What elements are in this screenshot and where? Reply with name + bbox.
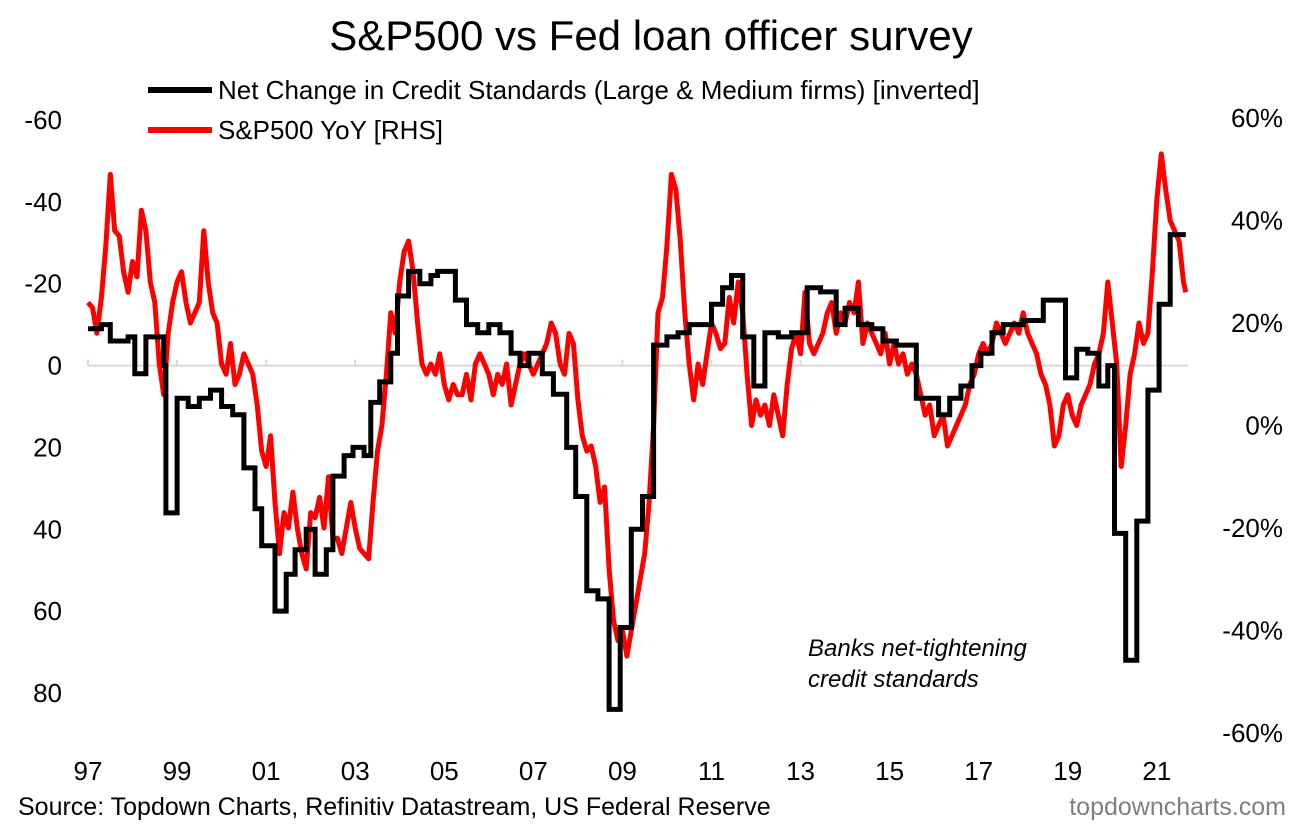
left-tick-label: 0 — [48, 351, 62, 381]
x-tick-label: 03 — [341, 756, 370, 786]
left-tick-label: -60 — [24, 105, 62, 135]
chart-title: S&P500 vs Fed loan officer survey — [329, 12, 973, 59]
legend-label-sp500: S&P500 YoY [RHS] — [218, 115, 443, 145]
x-tick-label: 05 — [430, 756, 459, 786]
right-tick-label: -20% — [1222, 513, 1283, 543]
x-tick-label: 09 — [608, 756, 637, 786]
x-tick-label: 07 — [519, 756, 548, 786]
right-tick-label: 20% — [1231, 308, 1283, 338]
x-tick-label: 11 — [698, 756, 725, 786]
annotation-line-1: Banks net-tightening — [808, 635, 1027, 662]
annotation-banks-tightening: Banks net-tightening credit standards — [808, 635, 1027, 693]
right-tick-label: -40% — [1222, 616, 1283, 646]
x-tick-label: 15 — [875, 756, 904, 786]
left-tick-label: 80 — [33, 678, 62, 708]
legend: Net Change in Credit Standards (Large & … — [148, 75, 980, 145]
left-tick-label: 40 — [33, 514, 62, 544]
x-tick-label: 01 — [252, 756, 281, 786]
x-tick-label: 19 — [1053, 756, 1082, 786]
right-axis-ticks: -60% -40% -20% 0% 20% 40% 60% — [1222, 103, 1283, 748]
left-tick-label: 60 — [33, 596, 62, 626]
x-tick-label: 21 — [1142, 756, 1171, 786]
annotation-line-2: credit standards — [808, 666, 979, 693]
right-tick-label: -60% — [1222, 718, 1283, 748]
source-note: Source: Topdown Charts, Refinitiv Datast… — [18, 793, 771, 821]
legend-label-credit-standards: Net Change in Credit Standards (Large & … — [218, 75, 980, 105]
left-axis-ticks: -60 -40 -20 0 20 40 60 80 — [24, 105, 62, 708]
right-tick-label: 60% — [1231, 103, 1283, 133]
left-tick-label: -20 — [24, 269, 62, 299]
x-tick-label: 17 — [964, 756, 993, 786]
left-tick-label: -40 — [24, 187, 62, 217]
x-tick-label: 99 — [163, 756, 192, 786]
right-tick-label: 40% — [1231, 206, 1283, 236]
x-axis-ticks: 97 99 01 03 05 07 09 11 13 15 17 19 21 — [74, 359, 1171, 786]
series-line-sp500-yoy — [86, 151, 1189, 659]
left-tick-label: 20 — [33, 432, 62, 462]
series-line-credit-standards — [88, 232, 1186, 712]
x-tick-label: 97 — [74, 756, 103, 786]
right-tick-label: 0% — [1245, 411, 1283, 441]
x-tick-label: 13 — [786, 756, 815, 786]
brand-watermark: topdowncharts.com — [1069, 793, 1286, 821]
